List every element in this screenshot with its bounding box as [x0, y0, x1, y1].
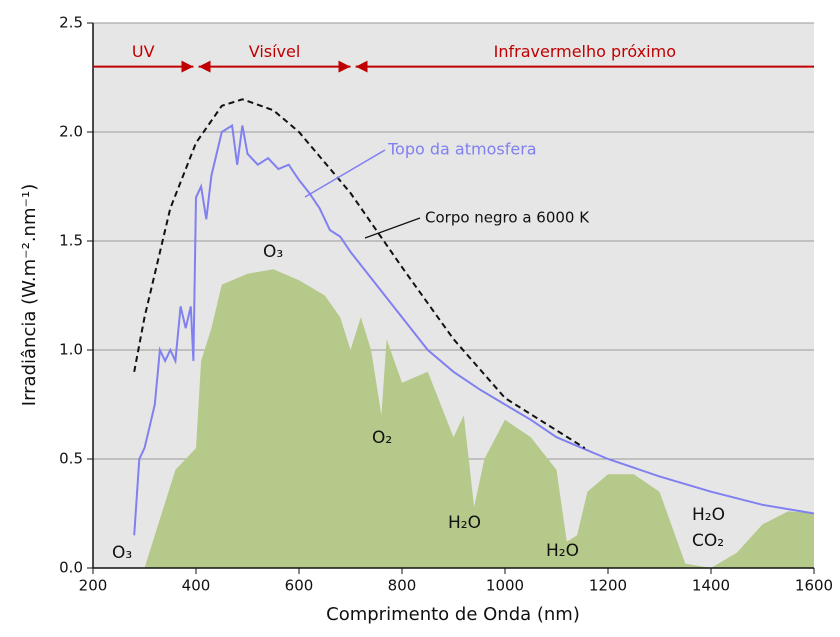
band-label: Visível	[249, 42, 301, 61]
annotation: H₂O	[448, 513, 481, 533]
x-tick-label: 800	[388, 577, 417, 595]
y-tick-label: 2.0	[59, 123, 83, 141]
x-tick-label: 1200	[589, 577, 627, 595]
annotation: CO₂	[692, 531, 724, 551]
x-tick-label: 1400	[692, 577, 730, 595]
leader	[364, 217, 421, 239]
y-tick-label: 2.5	[59, 14, 83, 32]
annotation: H₂O	[546, 541, 579, 561]
series-label: Topo da atmosfera	[387, 140, 537, 159]
band-label: Infravermelho próximo	[494, 42, 676, 61]
x-tick-label: 200	[79, 577, 108, 595]
y-tick-label: 0.0	[59, 559, 83, 577]
leader	[304, 149, 386, 198]
y-tick-label: 0.5	[59, 450, 83, 468]
line	[133, 123, 815, 536]
y-tick-label: 1.0	[59, 341, 83, 359]
annotation: O₃	[263, 242, 283, 262]
band-label: UV	[132, 42, 155, 61]
y-axis-title: Irradiância (W.m⁻².nm⁻¹)	[19, 184, 40, 406]
annotation: O₃	[112, 543, 132, 563]
x-axis-title: Comprimento de Onda (nm)	[326, 604, 580, 625]
x-tick-label: 1600	[795, 577, 833, 595]
series-label: Corpo negro a 6000 K	[425, 209, 590, 227]
annotation: O₂	[372, 428, 392, 448]
annotation: H₂O	[692, 505, 725, 525]
x-tick-label: 1000	[486, 577, 524, 595]
y-tick-label: 1.5	[59, 232, 83, 250]
area	[144, 269, 814, 568]
x-tick-label: 400	[182, 577, 211, 595]
x-tick-label: 600	[285, 577, 314, 595]
